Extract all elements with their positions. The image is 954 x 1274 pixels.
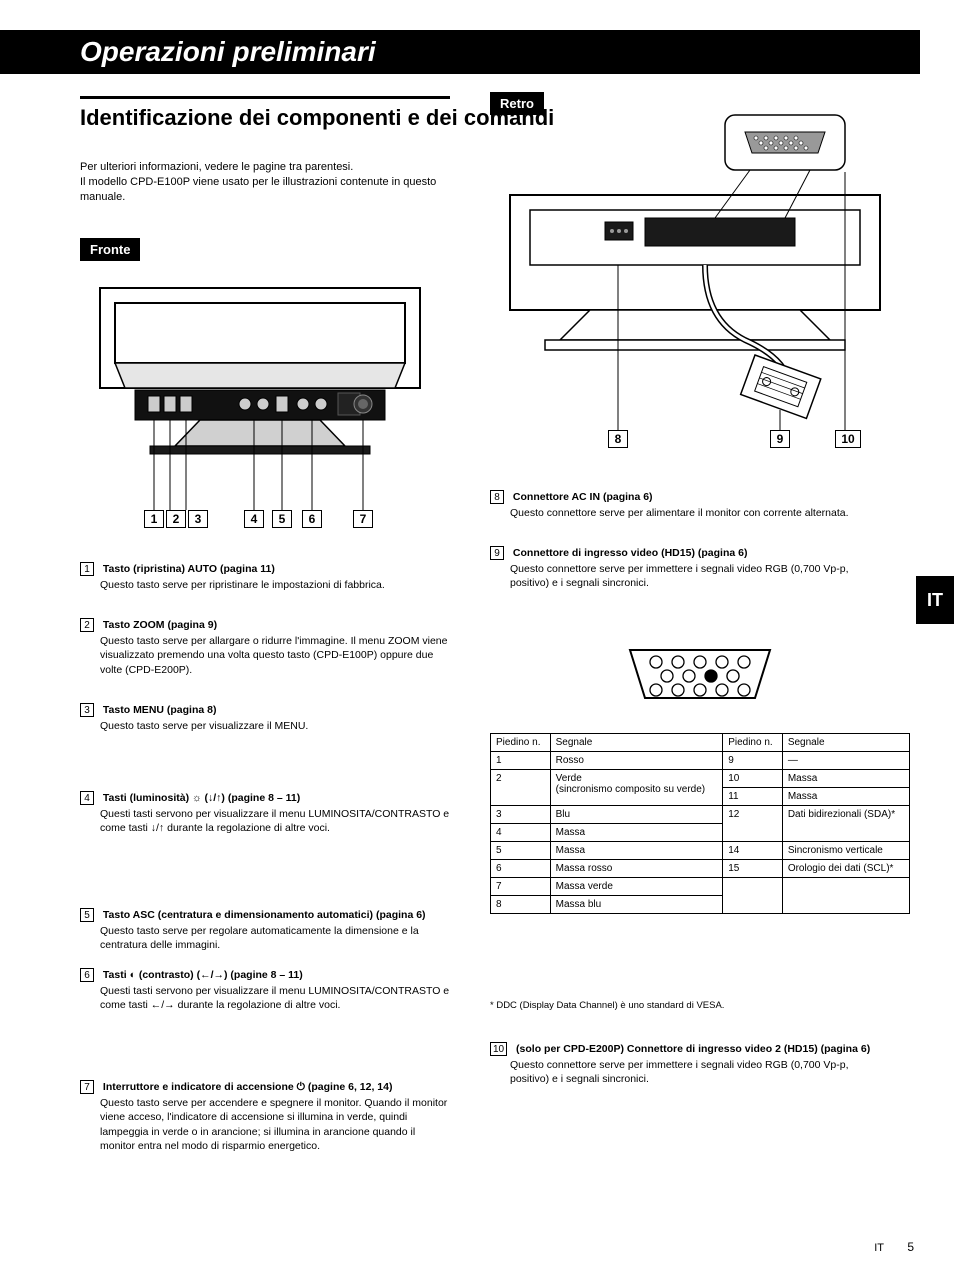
pin-r4c0: 4 bbox=[491, 824, 551, 842]
pin-r1c0: 2 bbox=[491, 770, 551, 806]
item-2: 2 Tasto ZOOM (pagina 9) Questo tasto ser… bbox=[80, 618, 450, 677]
pin-r7c2 bbox=[723, 878, 783, 914]
item-title-6: Tasti ◐ (contrasto) (←/→) (pagine 8 – 11… bbox=[103, 969, 303, 981]
pin-r5c3: Sincronismo verticale bbox=[782, 842, 909, 860]
item-title-8: Connettore AC IN (pagina 6) bbox=[513, 491, 653, 503]
pin-r5c0: 5 bbox=[491, 842, 551, 860]
item-title-1: Tasto (ripristina) AUTO (pagina 11) bbox=[103, 563, 275, 575]
pin-h3: Piedino n. bbox=[723, 734, 783, 752]
item-desc-9: Questo connettore serve per immettere i … bbox=[510, 562, 890, 590]
item-6: 6 Tasti ◐ (contrasto) (←/→) (pagine 8 – … bbox=[80, 968, 450, 1013]
pin-r1c1: Verde(sincronismo composito su verde) bbox=[550, 770, 723, 806]
diagram-callout-9: 9 bbox=[770, 430, 790, 448]
item-title-10: (solo per CPD-E200P) Connettore di ingre… bbox=[516, 1043, 870, 1055]
pin-r5c2: 14 bbox=[723, 842, 783, 860]
pin-h2: Segnale bbox=[550, 734, 723, 752]
item-4: 4 Tasti (luminosità) ☼ (↓/↑) (pagine 8 –… bbox=[80, 791, 450, 836]
pin-r5c1: Massa bbox=[550, 842, 723, 860]
section-rule bbox=[80, 96, 450, 99]
item-num-7: 7 bbox=[80, 1080, 94, 1094]
pin-h4: Segnale bbox=[782, 734, 909, 752]
item-desc-5: Questo tasto serve per regolare automati… bbox=[100, 924, 450, 952]
item-desc-7: Questo tasto serve per accendere e spegn… bbox=[100, 1096, 450, 1153]
front-heading: Fronte bbox=[80, 238, 140, 261]
diagram-callout-10: 10 bbox=[835, 430, 861, 448]
table-footnote: * DDC (Display Data Channel) è uno stand… bbox=[490, 1000, 910, 1012]
item-num-8: 8 bbox=[490, 490, 504, 504]
pin-h1: Piedino n. bbox=[491, 734, 551, 752]
section-banner: Operazioni preliminari bbox=[0, 30, 920, 74]
pin-r7c0: 7 bbox=[491, 878, 551, 896]
item-3: 3 Tasto MENU (pagina 8) Questo tasto ser… bbox=[80, 703, 450, 733]
item-title-7: Interruttore e indicatore di accensione … bbox=[103, 1081, 393, 1093]
item-num-2: 2 bbox=[80, 618, 94, 632]
pin-r6c1: Massa rosso bbox=[550, 860, 723, 878]
pin-r0c3: — bbox=[782, 752, 909, 770]
pin-r3c0: 3 bbox=[491, 806, 551, 824]
pin-r6c2: 15 bbox=[723, 860, 783, 878]
pin-r7c3 bbox=[782, 878, 909, 914]
item-num-6: 6 bbox=[80, 968, 94, 982]
pin-r6c0: 6 bbox=[491, 860, 551, 878]
page-side-label: IT bbox=[874, 1242, 884, 1254]
item-num-4: 4 bbox=[80, 791, 94, 805]
pin-r3c3: Dati bidirezionali (SDA)* bbox=[782, 806, 909, 842]
pin-r0c0: 1 bbox=[491, 752, 551, 770]
language-tab: IT bbox=[916, 576, 954, 624]
diagram-callout-6: 6 bbox=[302, 510, 322, 528]
diagram-callout-2: 2 bbox=[166, 510, 186, 528]
item-desc-10: Questo connettore serve per immettere i … bbox=[510, 1058, 890, 1086]
diagram-callout-7: 7 bbox=[353, 510, 373, 528]
item-num-5: 5 bbox=[80, 908, 94, 922]
item-7: 7 Interruttore e indicatore di accension… bbox=[80, 1080, 450, 1153]
pin-r7c1: Massa verde bbox=[550, 878, 723, 896]
diagram-callout-3: 3 bbox=[188, 510, 208, 528]
pin-r8c1: Massa blu bbox=[550, 896, 723, 914]
intro-text: Per ulteriori informazioni, vedere le pa… bbox=[80, 160, 450, 205]
pin-table: Piedino n. Segnale Piedino n. Segnale 1 … bbox=[490, 733, 910, 914]
item-8: 8 Connettore AC IN (pagina 6) Questo con… bbox=[490, 490, 890, 520]
pin-r4c1: Massa bbox=[550, 824, 723, 842]
item-desc-4: Questi tasti servono per visualizzare il… bbox=[100, 807, 450, 835]
item-desc-6: Questi tasti servono per visualizzare il… bbox=[100, 984, 450, 1012]
pin-r2c2: 11 bbox=[723, 788, 783, 806]
item-num-3: 3 bbox=[80, 703, 94, 717]
item-desc-1: Questo tasto serve per ripristinare le i… bbox=[100, 578, 450, 592]
rear-diagram: 8 9 10 bbox=[490, 110, 900, 460]
item-title-3: Tasto MENU (pagina 8) bbox=[103, 704, 217, 716]
item-desc-2: Questo tasto serve per allargare o ridur… bbox=[100, 634, 450, 677]
pin-r2c3: Massa bbox=[782, 788, 909, 806]
item-num-1: 1 bbox=[80, 562, 94, 576]
item-10: 10 (solo per CPD-E200P) Connettore di in… bbox=[490, 1042, 890, 1087]
pin-r3c2: 12 bbox=[723, 806, 783, 842]
pin-r6c3: Orologio dei dati (SCL)* bbox=[782, 860, 909, 878]
item-desc-8: Questo connettore serve per alimentare i… bbox=[510, 506, 890, 520]
item-title-2: Tasto ZOOM (pagina 9) bbox=[103, 619, 217, 631]
diagram-callout-1: 1 bbox=[144, 510, 164, 528]
item-5: 5 Tasto ASC (centratura e dimensionament… bbox=[80, 908, 450, 953]
page-number: 5 bbox=[907, 1240, 914, 1254]
diagram-callout-8: 8 bbox=[608, 430, 628, 448]
item-title-5: Tasto ASC (centratura e dimensionamento … bbox=[103, 909, 426, 921]
front-diagram: 1 2 3 4 5 6 7 bbox=[90, 278, 430, 538]
section-title: Identificazione dei componenti e dei com… bbox=[80, 105, 554, 131]
diagram-callout-5: 5 bbox=[272, 510, 292, 528]
item-1: 1 Tasto (ripristina) AUTO (pagina 11) Qu… bbox=[80, 562, 450, 592]
pin-r1c3: Massa bbox=[782, 770, 909, 788]
pin-r1c2: 10 bbox=[723, 770, 783, 788]
diagram-callout-4: 4 bbox=[244, 510, 264, 528]
pin-r8c0: 8 bbox=[491, 896, 551, 914]
item-num-9: 9 bbox=[490, 546, 504, 560]
item-title-4: Tasti (luminosità) ☼ (↓/↑) (pagine 8 – 1… bbox=[103, 792, 300, 804]
pin-r0c1: Rosso bbox=[550, 752, 723, 770]
item-title-9: Connettore di ingresso video (HD15) (pag… bbox=[513, 547, 748, 559]
item-desc-3: Questo tasto serve per visualizzare il M… bbox=[100, 719, 450, 733]
pin-r3c1: Blu bbox=[550, 806, 723, 824]
pin-r0c2: 9 bbox=[723, 752, 783, 770]
pin-diagram bbox=[610, 640, 790, 710]
item-9: 9 Connettore di ingresso video (HD15) (p… bbox=[490, 546, 890, 591]
item-num-10: 10 bbox=[490, 1042, 507, 1056]
